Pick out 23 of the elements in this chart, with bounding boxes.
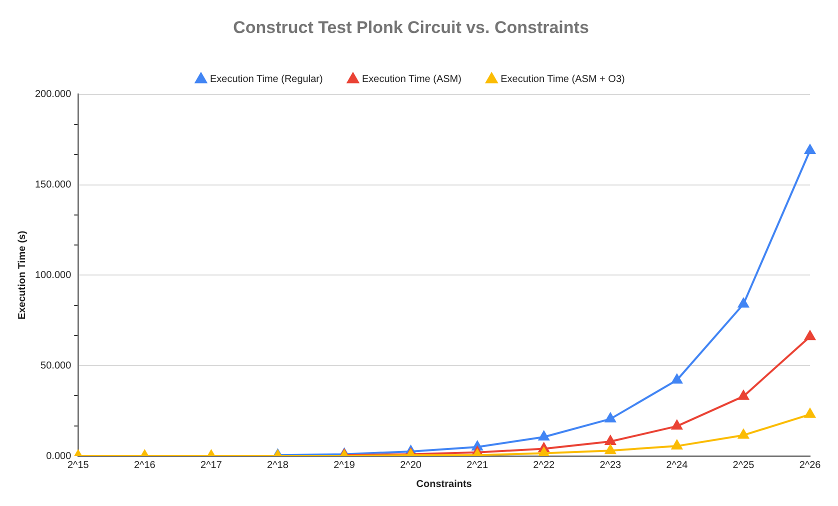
- x-tick-label: 2^18: [267, 460, 289, 471]
- x-tick-label: 2^22: [533, 460, 555, 471]
- y-tick-label: 100.000: [34, 270, 72, 281]
- legend-label: Execution Time (Regular): [210, 74, 323, 86]
- x-tick-label: 2^15: [67, 460, 90, 471]
- x-tick-label: 2^25: [732, 460, 755, 471]
- x-tick-label: 2^26: [799, 460, 822, 471]
- x-tick-label: 2^24: [666, 460, 688, 471]
- y-axis-title: Execution Time (s): [16, 230, 28, 320]
- x-tick-label: 2^16: [134, 460, 156, 471]
- chart-title: Construct Test Plonk Circuit vs. Constraints: [233, 18, 589, 37]
- y-tick-label: 200.000: [34, 89, 72, 100]
- x-tick-label: 2^21: [466, 460, 488, 471]
- y-tick-label: 50.000: [40, 360, 72, 372]
- x-tick-label: 2^19: [334, 460, 356, 471]
- y-tick-label: 150.000: [34, 180, 72, 191]
- x-tick-label: 2^23: [600, 460, 622, 471]
- legend-label: Execution Time (ASM + O3): [500, 74, 625, 86]
- y-tick-label: 0.000: [46, 450, 72, 462]
- x-tick-label: 2^17: [200, 460, 222, 471]
- legend-label: Execution Time (ASM): [362, 74, 462, 86]
- x-tick-label: 2^20: [400, 460, 422, 471]
- x-axis-title: Constraints: [416, 478, 472, 490]
